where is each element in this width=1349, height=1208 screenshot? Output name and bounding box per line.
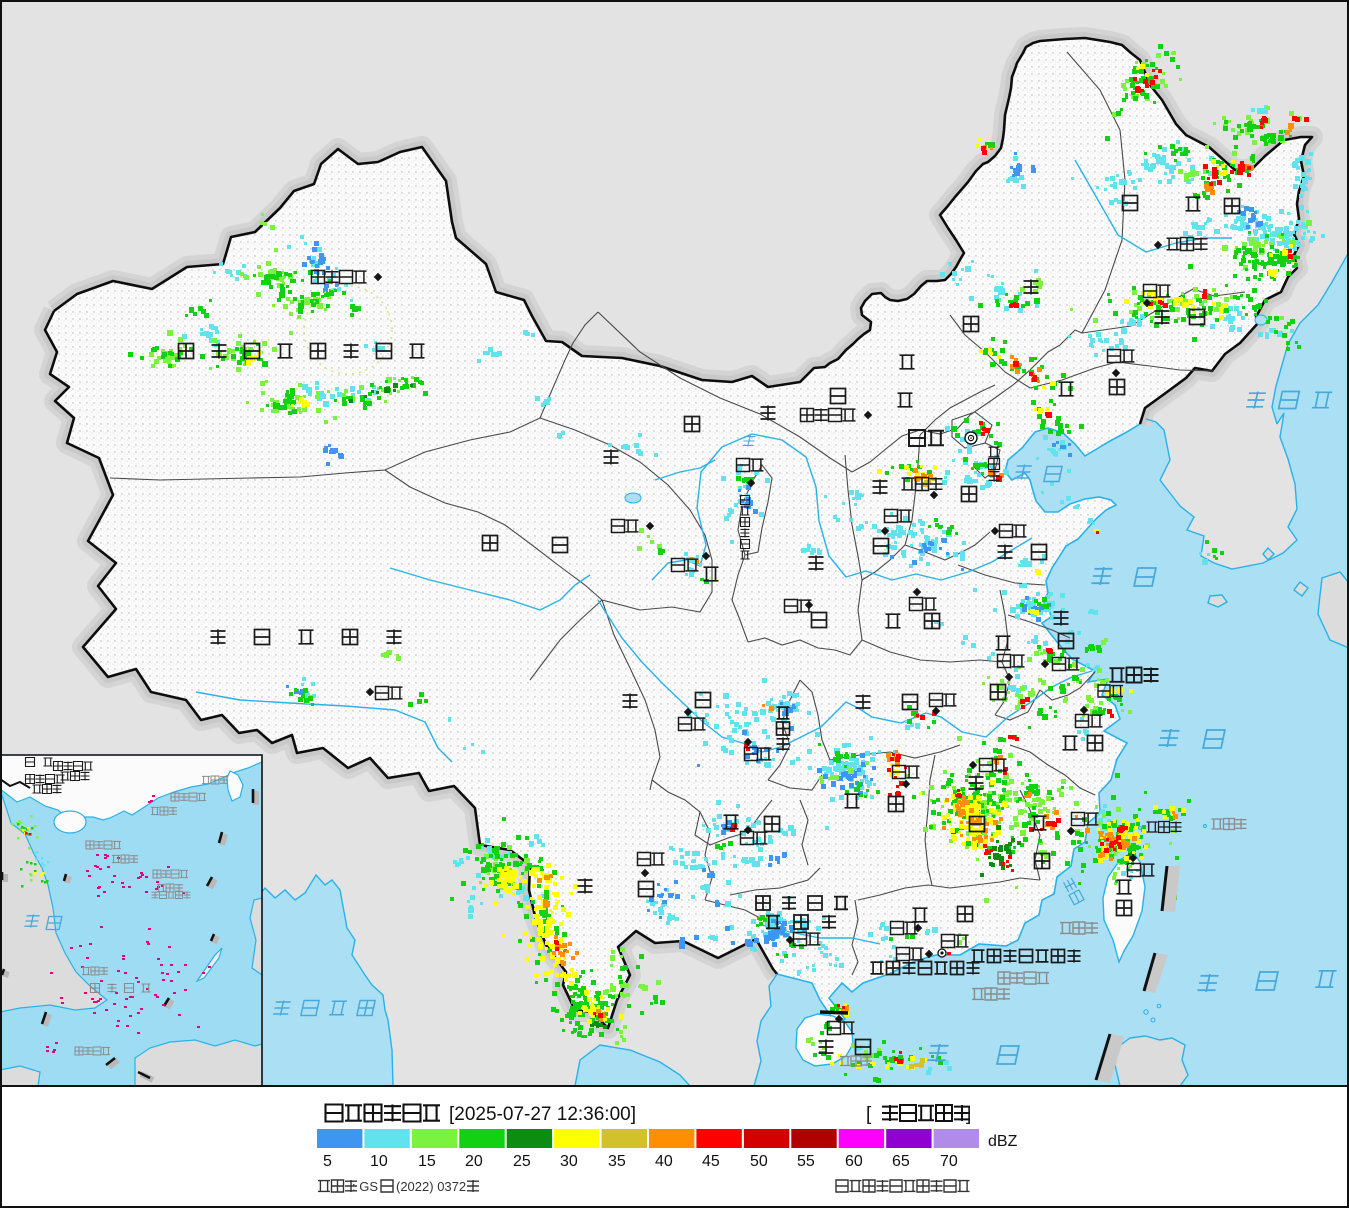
svg-text:50: 50 <box>750 1153 768 1170</box>
svg-text:20: 20 <box>465 1153 483 1170</box>
svg-text:dBZ: dBZ <box>988 1133 1018 1150</box>
svg-text:[: [ <box>866 1104 872 1125</box>
svg-text:40: 40 <box>655 1153 673 1170</box>
svg-text:60: 60 <box>845 1153 863 1170</box>
svg-text:5: 5 <box>323 1153 332 1170</box>
svg-text:70: 70 <box>940 1153 958 1170</box>
svg-text:]: ] <box>966 1104 971 1125</box>
svg-text:30: 30 <box>560 1153 578 1170</box>
svg-text:[2025-07-27 12:36:00]: [2025-07-27 12:36:00] <box>449 1104 636 1125</box>
svg-text:55: 55 <box>797 1153 815 1170</box>
svg-text:15: 15 <box>418 1153 436 1170</box>
svg-text:45: 45 <box>702 1153 720 1170</box>
svg-text:25: 25 <box>513 1153 531 1170</box>
svg-text:: GS: : GS <box>352 1179 378 1194</box>
svg-text:(2022) 0372: (2022) 0372 <box>396 1179 466 1194</box>
svg-text:65: 65 <box>892 1153 910 1170</box>
svg-text:35: 35 <box>608 1153 626 1170</box>
svg-text:10: 10 <box>370 1153 388 1170</box>
